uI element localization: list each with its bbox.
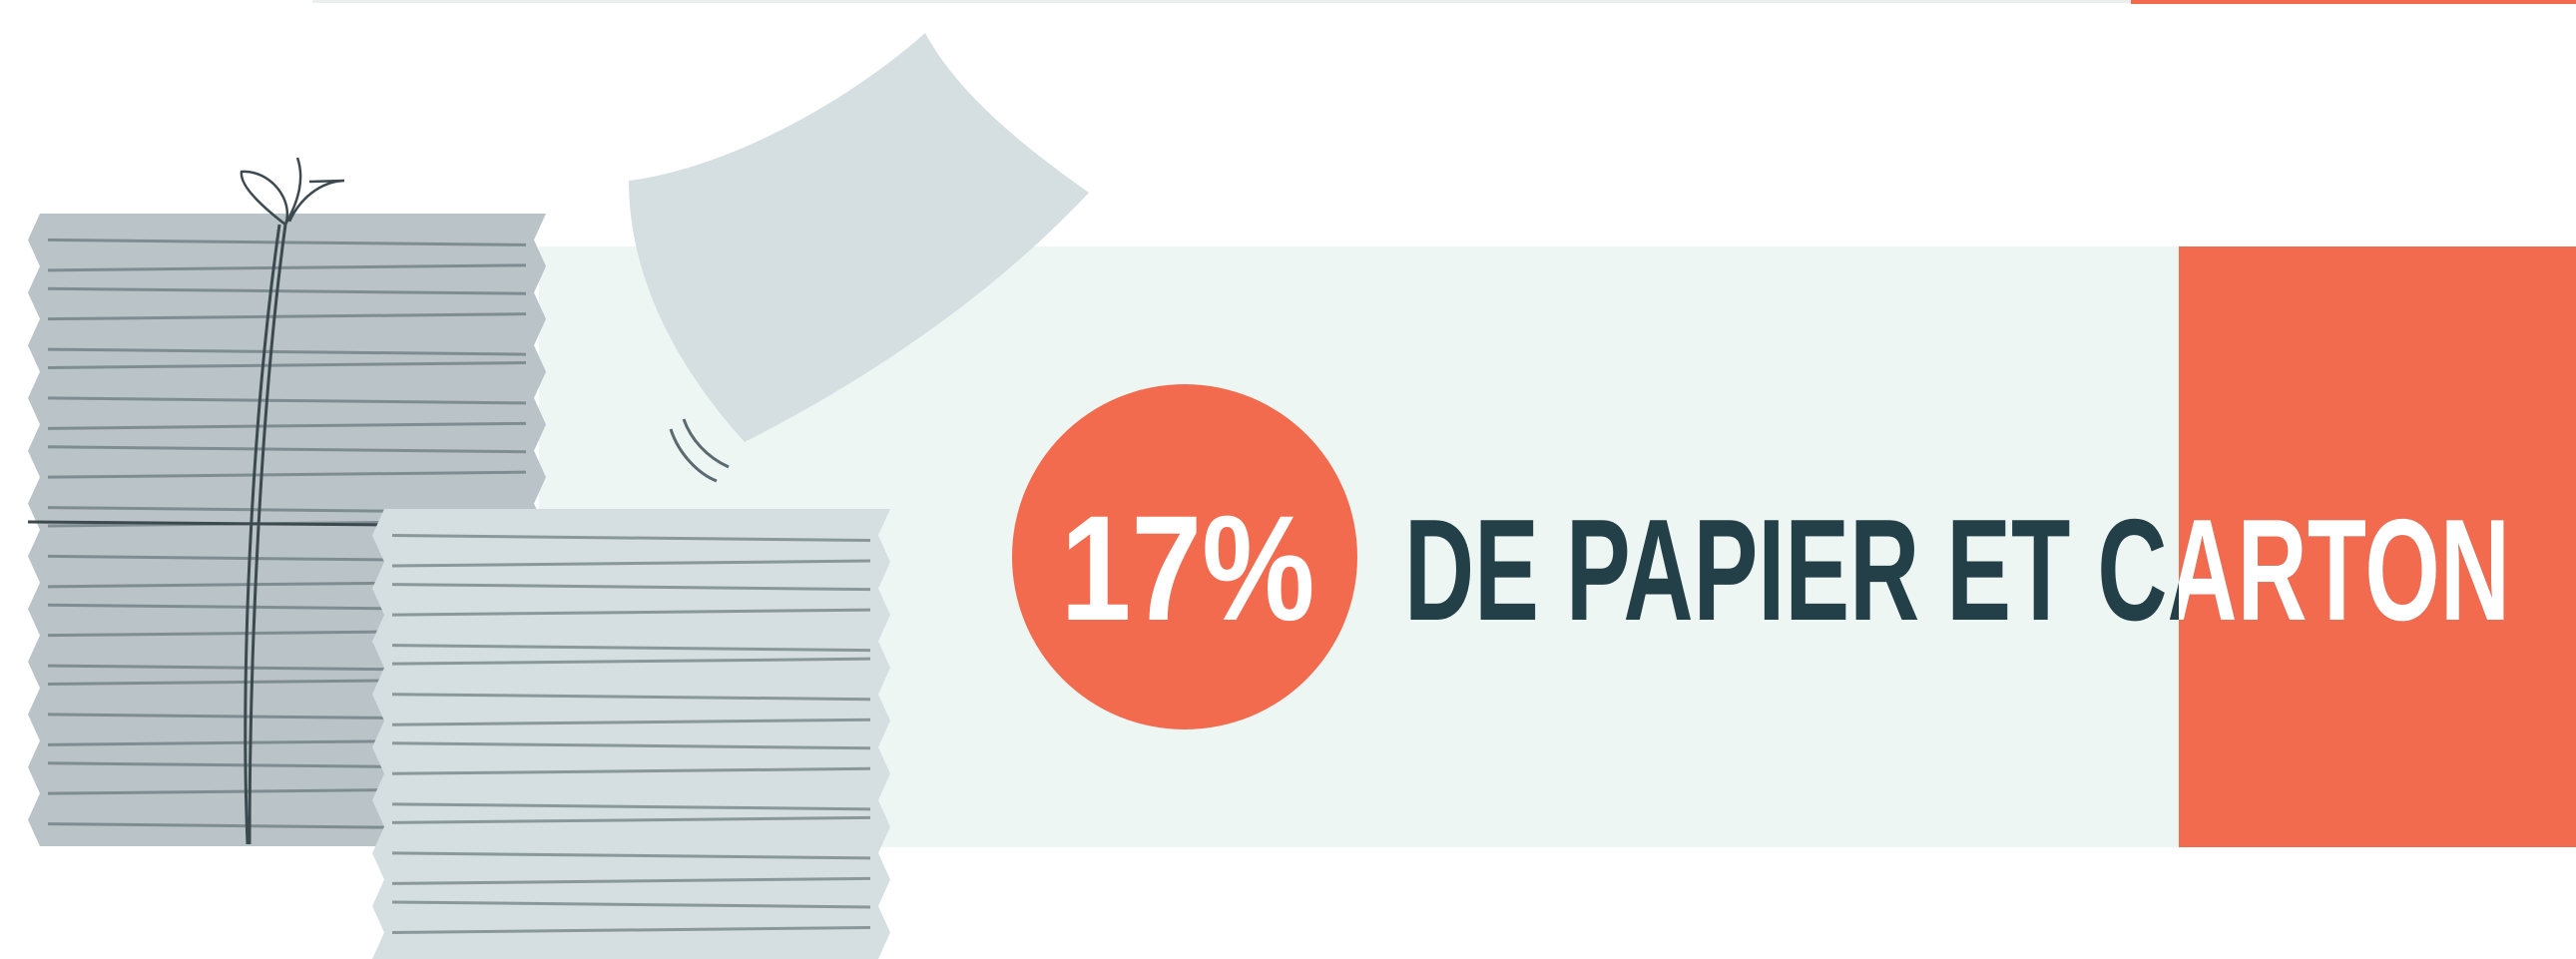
paper-stack — [372, 509, 890, 959]
infographic-banner: 17% DE PAPIER ET CARTON DE PAPIER ET CAR… — [0, 0, 2576, 959]
top-rule — [312, 0, 2131, 3]
top-accent — [2131, 0, 2576, 4]
badge-text: 17% — [1061, 484, 1315, 652]
